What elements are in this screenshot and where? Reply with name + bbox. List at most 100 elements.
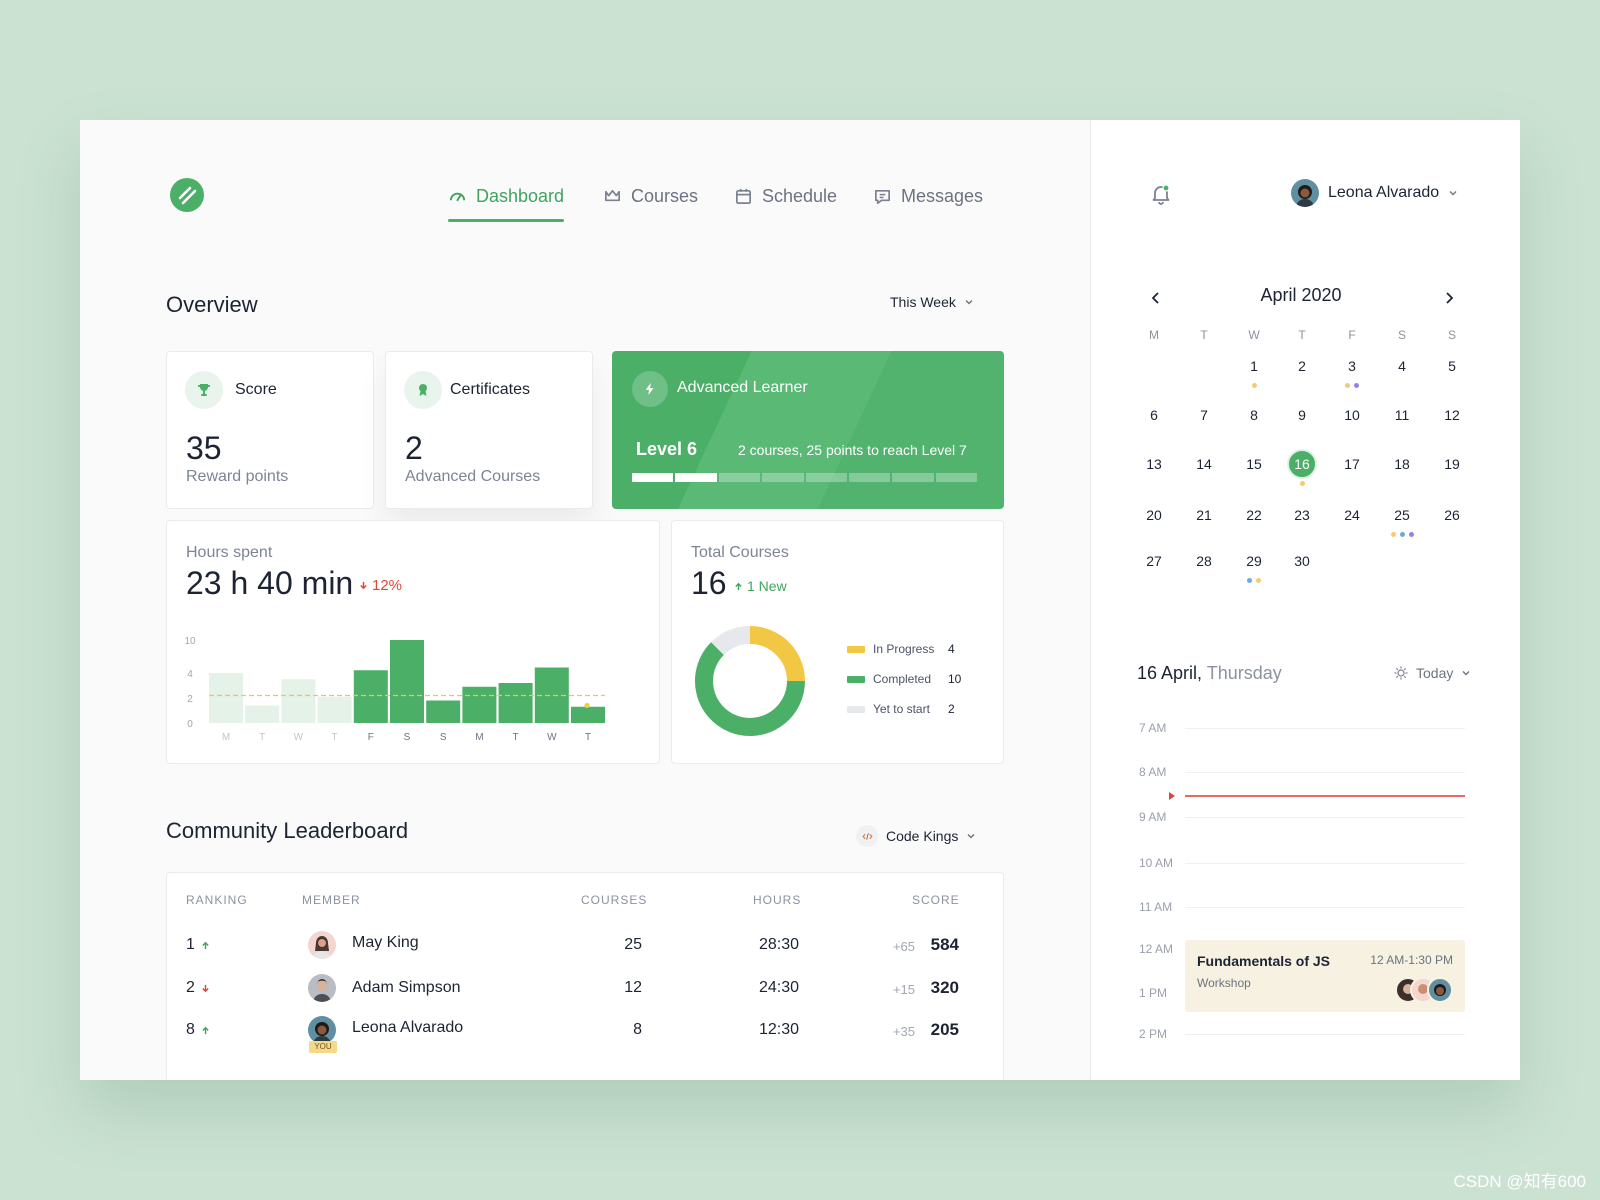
calendar-day[interactable]: 23 xyxy=(1294,507,1310,523)
time-label: 2 PM xyxy=(1139,1027,1168,1041)
bar xyxy=(245,705,280,723)
time-gridline xyxy=(1185,907,1465,908)
user-menu[interactable]: Leona Alvarado xyxy=(1291,179,1458,207)
nav-dashboard[interactable]: Dashboard xyxy=(448,180,565,222)
bar xyxy=(390,640,424,723)
x-tick-label: T xyxy=(259,732,265,743)
calendar-day[interactable]: 28 xyxy=(1196,553,1212,569)
next-month-button[interactable] xyxy=(1439,288,1459,308)
prev-month-button[interactable] xyxy=(1146,288,1166,308)
calendar-day[interactable]: 3 xyxy=(1348,358,1356,374)
chevron-down-icon xyxy=(965,300,973,305)
app-logo[interactable] xyxy=(170,178,204,212)
score-delta: +65 xyxy=(892,939,915,954)
time-label: 10 AM xyxy=(1139,856,1174,870)
calendar-day[interactable]: 20 xyxy=(1146,507,1162,523)
total-courses-card: Total Courses 16 1 New In Progress 4 Compl… xyxy=(671,520,1004,764)
certificates-sub: Advanced Courses xyxy=(405,468,541,485)
calendar-day[interactable]: 17 xyxy=(1344,456,1360,472)
agenda-timeline: 7 AM 8 AM 9 AM 10 AM 11 AM 12 AM 1 PM 2 PM xyxy=(1091,120,1520,1080)
calendar-day[interactable]: 24 xyxy=(1344,507,1360,523)
x-tick-label: S xyxy=(404,732,411,743)
trend-up-icon xyxy=(202,1026,209,1034)
col-member: MEMBER xyxy=(302,893,361,907)
time-label: 9 AM xyxy=(1139,810,1167,824)
calendar-day[interactable]: 12 xyxy=(1444,407,1460,423)
x-tick-label: T xyxy=(585,732,591,743)
level-segment xyxy=(675,473,717,482)
y-tick-label: 4 xyxy=(187,669,193,680)
rank-value: 2 xyxy=(186,979,195,996)
rank-cell: 2 xyxy=(186,979,210,997)
rank-value: 8 xyxy=(186,1021,195,1038)
avatar xyxy=(308,931,336,959)
calendar-day[interactable]: 21 xyxy=(1196,507,1212,523)
legend-label: Completed xyxy=(873,672,932,686)
calendar-day[interactable]: 19 xyxy=(1444,456,1460,472)
calendar-day[interactable]: 5 xyxy=(1448,358,1456,374)
agenda-filter-dropdown[interactable]: Today xyxy=(1394,665,1471,681)
calendar-day[interactable]: 6 xyxy=(1150,407,1158,423)
time-gridline xyxy=(1185,1034,1465,1035)
table-row[interactable]: 1 May King 25 28:30 +65 584 xyxy=(167,931,1003,963)
calendar-day[interactable]: 4 xyxy=(1398,358,1406,374)
calendar-day[interactable]: 30 xyxy=(1294,553,1310,569)
y-tick-label: 0 xyxy=(187,719,193,730)
level-segment xyxy=(935,473,977,482)
calendar-day[interactable]: 2 xyxy=(1298,358,1306,374)
hours-cell: 28:30 xyxy=(758,936,799,953)
trophy-icon-wrap xyxy=(185,371,223,409)
nav-courses[interactable]: Courses xyxy=(603,180,698,212)
calendar-day[interactable]: 15 xyxy=(1246,456,1262,472)
notification-bell[interactable] xyxy=(1149,182,1173,206)
table-row[interactable]: 8 YOU Leona Alvarado 8 12:30 +35 205 xyxy=(167,1016,1003,1056)
legend-value: 2 xyxy=(948,702,955,716)
agenda-date-title: 16 April, Thursday xyxy=(1137,663,1282,684)
calendar-day[interactable]: 18 xyxy=(1394,456,1410,472)
calendar-day[interactable]: 27 xyxy=(1146,553,1162,569)
calendar-day[interactable]: 1 xyxy=(1250,358,1258,374)
legend-value: 4 xyxy=(948,642,955,656)
legend-label: Yet to start xyxy=(873,702,930,716)
legend-value: 10 xyxy=(948,672,962,686)
calendar-day[interactable]: 10 xyxy=(1344,407,1360,423)
nav-schedule[interactable]: Schedule xyxy=(734,180,837,212)
logo-stripes-icon xyxy=(178,186,197,205)
x-tick-label: T xyxy=(332,732,338,743)
bar xyxy=(209,673,243,723)
period-dropdown[interactable]: This Week xyxy=(890,294,974,310)
level-segment xyxy=(892,473,934,482)
leaderboard-group-dropdown[interactable]: Code Kings xyxy=(856,825,976,847)
donut-slice xyxy=(711,626,751,656)
event-card[interactable]: Fundamentals of JS Workshop 12 AM-1:30 P… xyxy=(1185,940,1465,1012)
calendar-day[interactable]: 7 xyxy=(1200,407,1208,423)
calendar-day[interactable]: 13 xyxy=(1146,456,1162,472)
calendar-day[interactable]: 9 xyxy=(1298,407,1306,423)
trophy-icon xyxy=(198,384,210,396)
calendar-day[interactable]: 26 xyxy=(1444,507,1460,523)
event-attendees xyxy=(1395,977,1457,1003)
time-gridline xyxy=(1185,817,1465,818)
total-courses-new-label: 1 New xyxy=(747,578,787,594)
score-card: Score 35 Reward points xyxy=(166,351,374,509)
calendar-day[interactable]: 29 xyxy=(1246,553,1262,569)
calendar-icon xyxy=(735,188,752,204)
total-courses-value: 16 xyxy=(691,565,727,601)
calendar-day[interactable]: 14 xyxy=(1196,456,1212,472)
calendar-day[interactable]: 16 xyxy=(1287,449,1317,479)
calendar-day[interactable]: 11 xyxy=(1394,407,1410,423)
event-dot xyxy=(1408,532,1414,537)
calendar-day[interactable]: 8 xyxy=(1250,407,1258,423)
chevron-down-icon xyxy=(1462,671,1470,676)
score-cell: 320 xyxy=(930,978,959,997)
time-label: 12 AM xyxy=(1139,942,1174,956)
calendar-day[interactable]: 25 xyxy=(1394,507,1410,523)
score-cell: 584 xyxy=(930,935,959,954)
legend-item: Completed 10 xyxy=(847,671,987,687)
time-gridline xyxy=(1185,728,1465,729)
hours-card: Hours spent 23 h 40 min 12% 0 2 4 10 M T W T F S S… xyxy=(166,520,660,764)
calendar-day[interactable]: 22 xyxy=(1246,507,1262,523)
chevron-down-icon xyxy=(1449,191,1457,196)
nav-messages[interactable]: Messages xyxy=(873,180,983,212)
table-row[interactable]: 2 Adam Simpson 12 24:30 +15 320 xyxy=(167,974,1003,1006)
